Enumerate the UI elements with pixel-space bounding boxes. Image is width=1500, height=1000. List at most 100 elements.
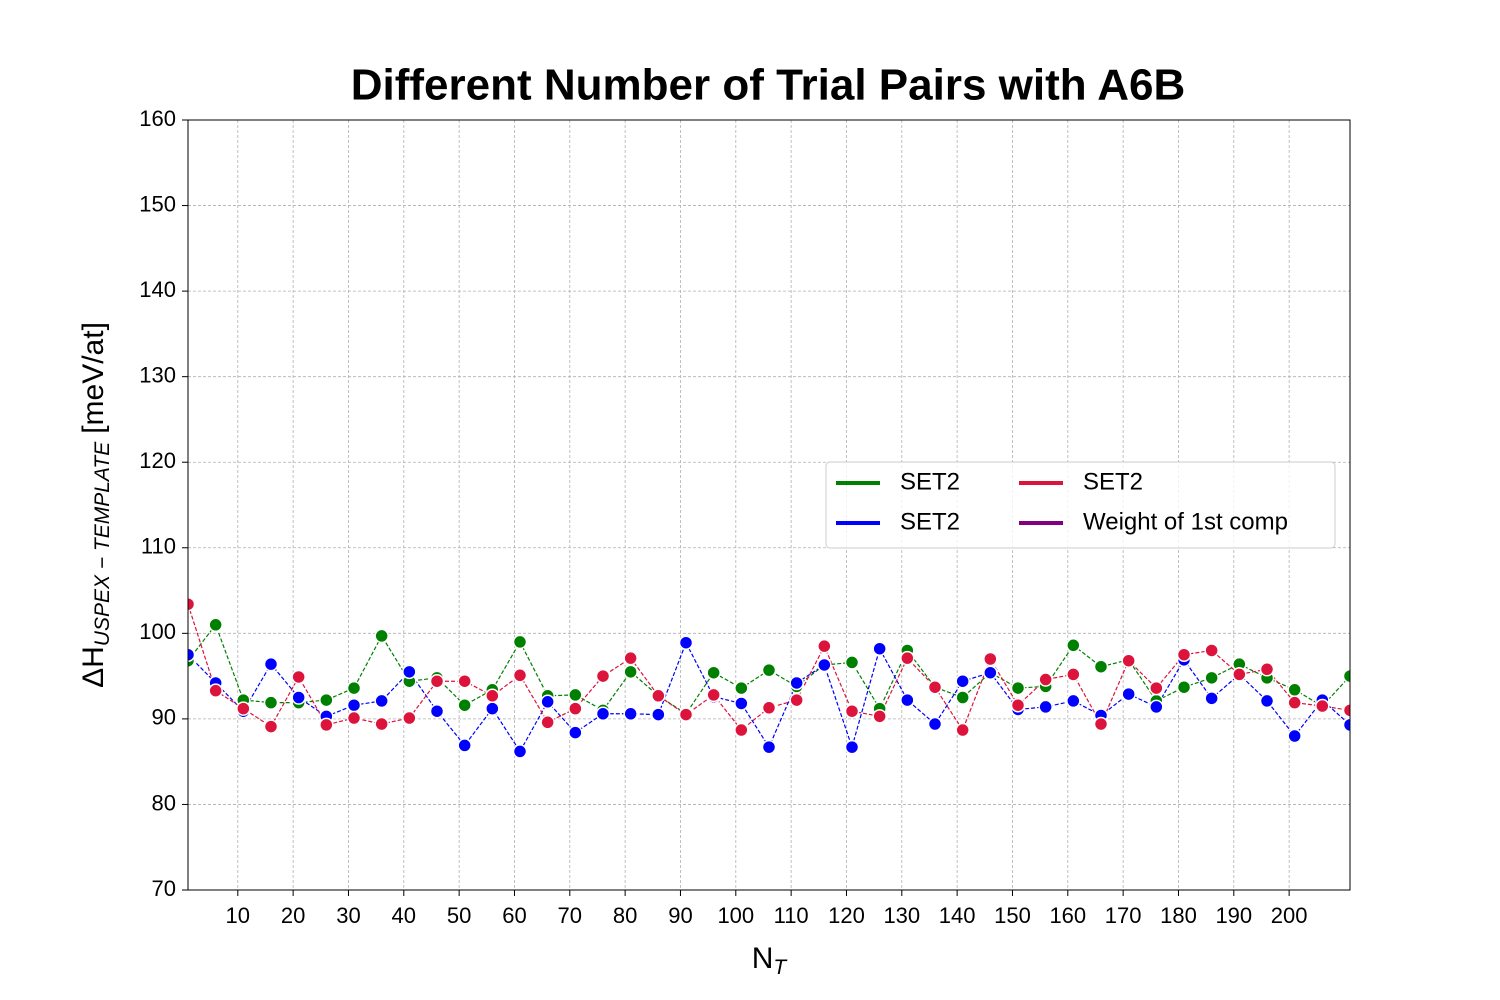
data-point <box>1287 682 1302 698</box>
data-point <box>319 717 334 733</box>
data-point <box>1204 670 1219 686</box>
data-point <box>595 706 611 722</box>
data-point <box>1066 667 1081 682</box>
data-point <box>457 673 472 689</box>
data-point <box>900 650 915 666</box>
data-point <box>291 669 306 685</box>
y-tick-label: 100 <box>139 619 176 644</box>
data-point <box>955 722 970 738</box>
x-tick-label: 40 <box>392 903 416 928</box>
data-point <box>872 641 887 656</box>
data-point <box>512 668 528 683</box>
data-point <box>1121 653 1136 668</box>
x-tick-label: 80 <box>613 903 637 928</box>
legend-label: SET2 <box>900 468 960 495</box>
y-tick-label: 90 <box>152 705 176 730</box>
data-point <box>1259 693 1275 709</box>
data-point <box>1010 697 1026 713</box>
data-point <box>429 703 445 719</box>
x-tick-label: 120 <box>828 903 865 928</box>
data-point <box>651 707 666 722</box>
legend-label: SET2 <box>1083 468 1143 495</box>
data-point <box>1093 659 1109 674</box>
data-point <box>1066 693 1081 709</box>
data-point <box>817 638 832 654</box>
x-tick-label: 130 <box>883 903 920 928</box>
data-point <box>485 688 500 704</box>
y-tick-label: 140 <box>139 277 176 302</box>
data-point <box>1204 643 1219 658</box>
data-point <box>429 673 445 689</box>
x-tick-label: 60 <box>502 903 526 928</box>
data-point <box>623 650 638 666</box>
x-tick-label: 140 <box>939 903 976 928</box>
data-point <box>1204 691 1219 706</box>
data-point <box>761 739 777 755</box>
data-point <box>789 692 804 708</box>
data-point <box>844 655 860 670</box>
data-point <box>374 628 389 644</box>
data-point <box>872 709 887 724</box>
y-axis-label: ΔHUSPEX − TEMPLATE [meV/at] <box>77 322 114 688</box>
data-point <box>817 657 832 673</box>
x-tick-label: 100 <box>717 903 754 928</box>
data-point <box>346 710 362 726</box>
data-point <box>236 701 251 716</box>
data-point <box>1287 695 1302 710</box>
data-point <box>789 675 804 691</box>
data-point <box>1176 679 1192 695</box>
data-point <box>623 664 638 680</box>
y-tick-label: 110 <box>141 534 176 559</box>
data-point <box>1093 716 1109 732</box>
data-point <box>208 617 223 633</box>
data-point <box>1342 703 1350 718</box>
data-point <box>1259 662 1275 677</box>
data-point <box>734 722 749 738</box>
data-point <box>374 693 389 709</box>
data-point <box>844 739 860 755</box>
data-point <box>568 687 583 703</box>
data-point <box>844 703 860 719</box>
data-point <box>512 634 528 650</box>
data-point <box>540 715 555 730</box>
data-point <box>263 656 279 672</box>
data-point <box>706 687 721 703</box>
y-tick-label: 120 <box>139 448 176 473</box>
data-point <box>678 635 694 650</box>
data-point <box>568 701 583 716</box>
data-point <box>374 716 389 732</box>
data-point <box>651 688 666 704</box>
data-point <box>1149 680 1164 696</box>
data-point <box>402 664 417 680</box>
data-point <box>485 701 500 716</box>
x-axis-label: NT <box>752 942 789 979</box>
data-point <box>955 673 970 689</box>
x-tick-label: 150 <box>994 903 1031 928</box>
data-point <box>983 665 998 680</box>
x-tick-label: 90 <box>668 903 692 928</box>
x-label-sub: T <box>773 956 788 979</box>
data-point <box>1066 638 1081 653</box>
data-point <box>761 700 777 716</box>
data-point <box>983 651 998 667</box>
data-point <box>1038 672 1053 687</box>
data-point <box>457 738 472 753</box>
data-point <box>1342 668 1350 684</box>
chart-title: Different Number of Trial Pairs with A6B <box>351 61 1186 110</box>
data-point <box>1121 686 1136 702</box>
y-tick-label: 80 <box>152 790 176 815</box>
data-point <box>402 710 417 726</box>
data-point <box>678 707 694 722</box>
data-point <box>1176 647 1192 662</box>
data-point <box>1149 699 1164 715</box>
plot-frame <box>187 119 1351 891</box>
legend-label: Weight of 1st comp <box>1083 508 1288 535</box>
data-point <box>1315 698 1330 714</box>
data-point <box>955 690 970 705</box>
data-point <box>1232 667 1247 682</box>
data-point <box>188 596 196 612</box>
x-tick-label: 190 <box>1215 903 1252 928</box>
data-point <box>1038 699 1053 715</box>
y-label-sub: USPEX − TEMPLATE <box>91 441 114 646</box>
